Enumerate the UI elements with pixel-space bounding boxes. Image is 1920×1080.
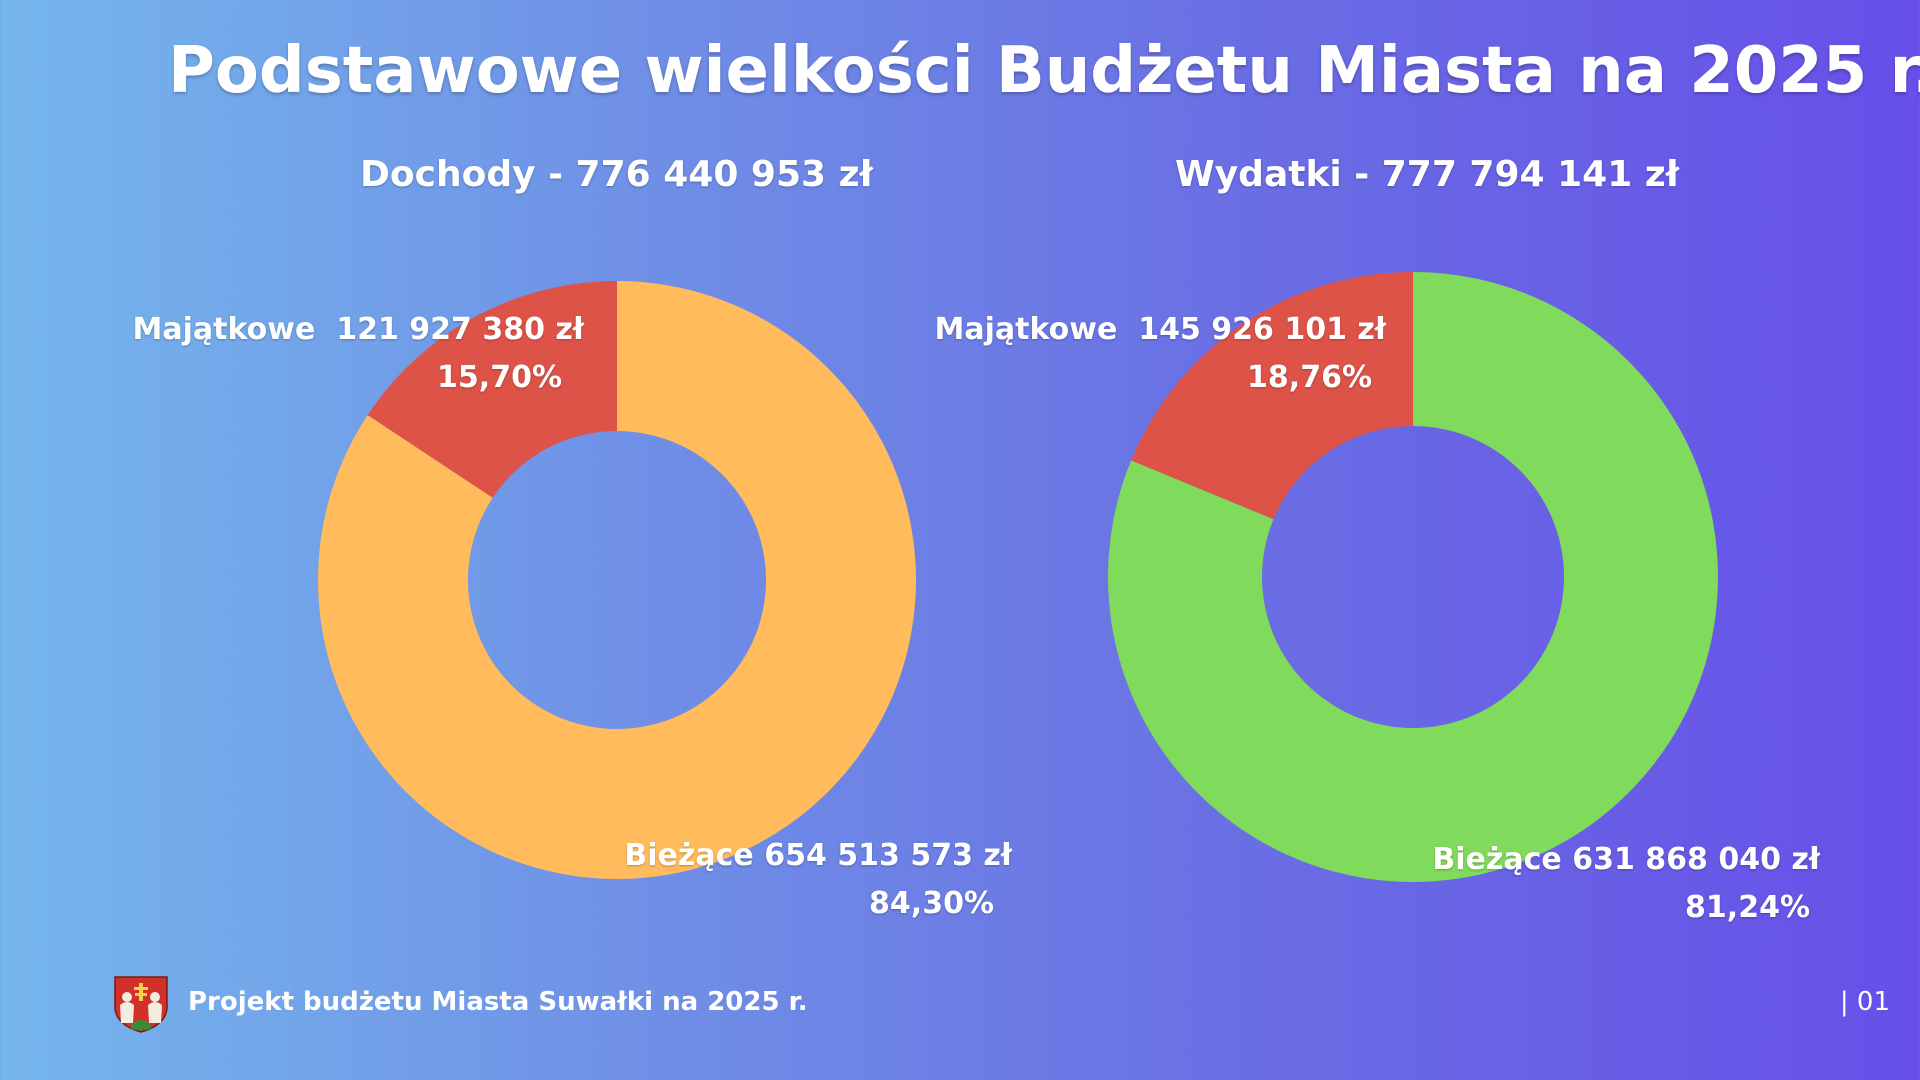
page-number: | 01 bbox=[1839, 987, 1890, 1017]
expense-slice-current bbox=[1107, 272, 1718, 882]
income-capital-value: 121 927 380 zł bbox=[336, 312, 584, 347]
expense-capital-name: Majątkowe bbox=[934, 312, 1118, 347]
footer-project-text: Projekt budżetu Miasta Suwałki na 2025 r… bbox=[188, 987, 808, 1017]
expense-capital-value: 145 926 101 zł bbox=[1138, 312, 1386, 347]
income-donut bbox=[318, 281, 917, 879]
expense-capital-label: Majątkowe 145 926 101 zł 18,76% bbox=[930, 306, 1386, 402]
city-coat-of-arms-icon bbox=[114, 976, 168, 1033]
income-current-value: 654 513 573 zł bbox=[764, 838, 1012, 873]
income-slice-capital bbox=[367, 281, 617, 498]
expense-capital-percent: 18,76% bbox=[1247, 360, 1372, 395]
expense-chart-title: Wydatki - 777 794 141 zł bbox=[1175, 154, 1680, 195]
income-slice-current bbox=[318, 281, 917, 879]
income-current-name-value: Bieżące 654 513 573 zł bbox=[600, 832, 1012, 880]
page-title: Podstawowe wielkości Budżetu Miasta na 2… bbox=[168, 34, 1920, 108]
income-chart-title: Dochody - 776 440 953 zł bbox=[360, 154, 873, 195]
income-capital-label: Majątkowe 121 927 380 zł 15,70% bbox=[128, 306, 584, 402]
expense-donut bbox=[1107, 272, 1718, 882]
expense-current-name-value: Bieżące 631 868 040 zł bbox=[1410, 836, 1820, 884]
expense-current-percent: 81,24% bbox=[1685, 890, 1810, 925]
expense-current-value: 631 868 040 zł bbox=[1572, 842, 1820, 877]
expense-current-label: Bieżące 631 868 040 zł 81,24% bbox=[1410, 836, 1820, 932]
income-capital-name-value: Majątkowe 121 927 380 zł bbox=[128, 306, 584, 354]
income-current-name: Bieżące bbox=[624, 838, 754, 873]
expense-capital-name-value: Majątkowe 145 926 101 zł bbox=[930, 306, 1386, 354]
income-capital-percent: 15,70% bbox=[437, 360, 562, 395]
expense-current-name: Bieżące bbox=[1432, 842, 1562, 877]
income-current-label: Bieżące 654 513 573 zł 84,30% bbox=[600, 832, 1012, 928]
income-capital-name: Majątkowe bbox=[132, 312, 316, 347]
income-current-percent: 84,30% bbox=[869, 886, 994, 921]
expense-slice-capital bbox=[1131, 272, 1413, 520]
